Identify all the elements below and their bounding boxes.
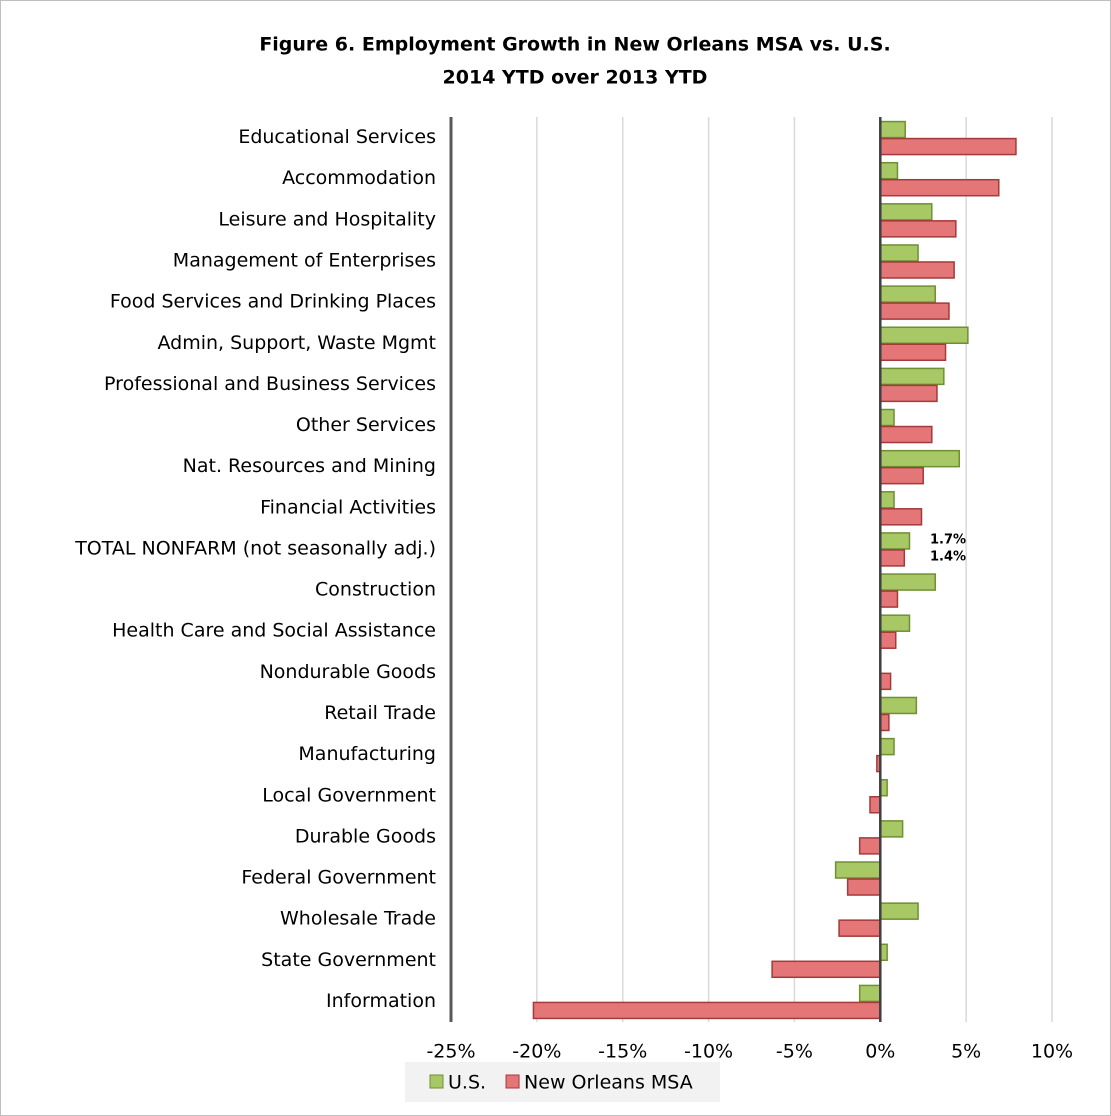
y-tick-label: Local Government [262, 784, 436, 806]
y-tick-label: Construction [315, 579, 436, 601]
y-tick-label: TOTAL NONFARM (not seasonally adj.) [74, 537, 436, 559]
bar [771, 960, 882, 979]
bar [879, 220, 957, 238]
bar [532, 1001, 882, 1020]
bar [846, 878, 882, 896]
y-tick-label: Wholesale Trade [280, 908, 436, 930]
y-tick-label: Retail Trade [324, 702, 436, 724]
x-tick-label: -25% [426, 1041, 475, 1063]
bar [879, 367, 945, 386]
y-tick-label: Other Services [296, 414, 436, 436]
bar [879, 549, 906, 567]
legend-label: U.S. [448, 1072, 486, 1094]
bar [879, 261, 955, 279]
bar [879, 820, 904, 838]
bar [879, 302, 950, 320]
bar [879, 161, 899, 180]
bar [879, 408, 895, 427]
legend-label: New Orleans MSA [524, 1072, 693, 1094]
bar [879, 178, 1000, 197]
x-tick-label: 0% [865, 1041, 895, 1063]
bar [879, 631, 897, 649]
legend-swatch [505, 1074, 520, 1089]
y-tick-label: Nat. Resources and Mining [183, 455, 436, 477]
chart-title: Figure 6. Employment Growth in New Orlea… [259, 34, 890, 56]
bar [879, 573, 936, 591]
bar [879, 532, 911, 550]
bar [838, 919, 882, 937]
y-tick-label: Information [326, 990, 436, 1012]
y-tick-label: Professional and Business Services [104, 373, 436, 395]
y-tick-label: Food Services and Drinking Places [110, 291, 436, 313]
bar [858, 837, 882, 855]
y-tick-label: Accommodation [282, 167, 436, 189]
bar [879, 508, 923, 526]
bar [879, 285, 936, 303]
y-tick-label: Management of Enterprises [173, 249, 436, 271]
x-tick-label: 5% [951, 1041, 981, 1063]
y-tick-label: Durable Goods [295, 825, 436, 847]
bar [879, 326, 969, 344]
bar [879, 491, 895, 509]
bar [879, 737, 895, 756]
bar [869, 796, 882, 814]
bar [879, 902, 919, 920]
y-tick-label: Manufacturing [298, 743, 436, 765]
legend-box [405, 1062, 720, 1102]
bar [879, 672, 892, 691]
bar [879, 713, 890, 732]
x-tick-label: -15% [598, 1041, 647, 1063]
bar [879, 384, 938, 403]
bar [879, 120, 906, 139]
y-tick-label: Financial Activities [260, 496, 436, 518]
y-tick-label: Educational Services [238, 126, 436, 148]
bar [879, 203, 933, 221]
bar [879, 137, 1017, 156]
bar [879, 244, 919, 262]
x-tick-label: -10% [684, 1041, 733, 1063]
data-label: 1.4% [930, 549, 966, 564]
y-tick-label: Health Care and Social Assistance [112, 620, 436, 642]
bar [834, 861, 882, 879]
y-tick-label: Leisure and Hospitality [218, 208, 436, 230]
legend-swatch [429, 1074, 444, 1089]
bar [858, 984, 882, 1003]
x-tick-label: 10% [1031, 1041, 1073, 1063]
y-tick-label: State Government [261, 949, 436, 971]
y-tick-label: Federal Government [241, 867, 436, 889]
bar [879, 425, 933, 444]
bar [879, 343, 947, 361]
x-tick-label: -5% [776, 1041, 813, 1063]
bar [879, 466, 924, 485]
bar [879, 696, 918, 715]
bar [879, 590, 899, 608]
x-tick-label: -20% [512, 1041, 561, 1063]
bar [879, 614, 911, 632]
bar [879, 449, 961, 468]
y-tick-label: Nondurable Goods [260, 661, 436, 683]
data-label: 1.7% [930, 532, 966, 547]
chart-subtitle: 2014 YTD over 2013 YTD [443, 67, 708, 89]
y-tick-label: Admin, Support, Waste Mgmt [157, 332, 436, 354]
